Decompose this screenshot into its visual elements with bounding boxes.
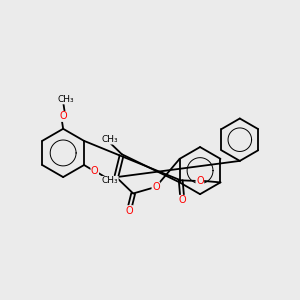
Text: CH₃: CH₃ xyxy=(102,135,119,144)
Text: O: O xyxy=(196,176,204,186)
Text: O: O xyxy=(59,111,67,122)
Text: O: O xyxy=(91,166,99,176)
Text: O: O xyxy=(152,182,160,192)
Text: O: O xyxy=(125,206,133,216)
Text: O: O xyxy=(178,195,186,206)
Text: CH₃: CH₃ xyxy=(57,95,74,104)
Text: CH₃: CH₃ xyxy=(102,176,118,185)
